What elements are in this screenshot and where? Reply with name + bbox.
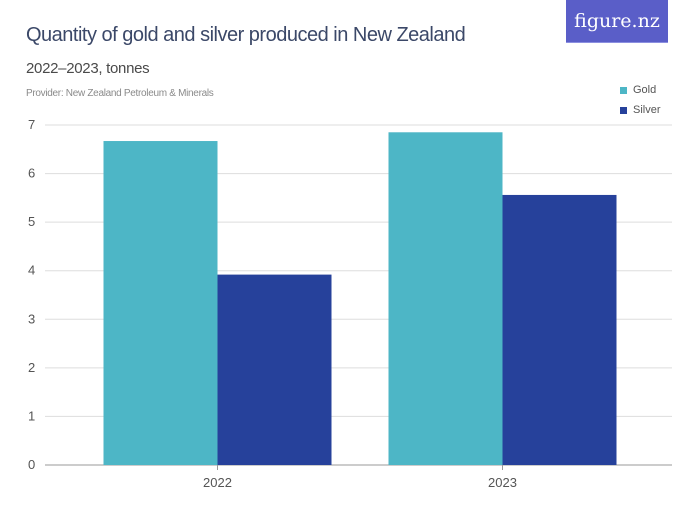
bar-gold-2023 [388,132,503,466]
y-tick-label: 4 [28,263,35,278]
legend-swatch-gold [620,86,627,94]
bar-silver-2022 [217,274,332,465]
bar-gold-2022 [103,141,218,465]
legend-swatch-silver [620,106,627,114]
chart-subtitle: 2022–2023, tonnes [26,60,150,77]
bar-silver-2023 [502,194,617,465]
y-tick-label: 7 [28,117,35,132]
legend-item-silver: Silver [620,100,661,120]
y-tick-label: 1 [28,408,35,423]
y-tick-label: 6 [28,166,35,181]
legend: Gold Silver [620,80,661,120]
y-tick-label: 3 [28,311,35,326]
legend-label-gold: Gold [633,84,657,96]
legend-item-gold: Gold [620,80,661,100]
figure-nz-logo[interactable]: figure.nz [566,0,668,43]
y-tick-label: 0 [28,457,35,472]
legend-label-silver: Silver [633,104,661,116]
x-tick-label: 2022 [203,475,232,490]
y-tick-label: 2 [28,360,35,375]
x-tick-label: 2023 [488,475,517,490]
chart-title: Quantity of gold and silver produced in … [26,24,466,46]
y-tick-label: 5 [28,214,35,229]
provider-text: Provider: New Zealand Petroleum & Minera… [26,88,214,99]
